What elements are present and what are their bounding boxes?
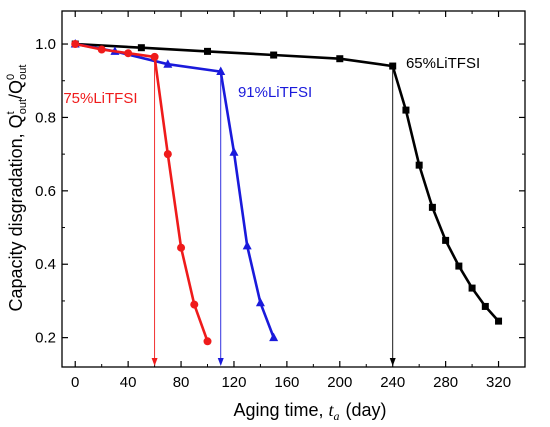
y-axis-title: Capacity disgradation, Qtout/Q0out <box>5 65 29 312</box>
x-tick-label: 240 <box>380 374 405 391</box>
plot-area <box>61 10 526 368</box>
data-point <box>124 49 133 58</box>
x-tick-label: 80 <box>173 374 190 391</box>
drop-arrow-head <box>389 358 396 366</box>
x-tick-label: 320 <box>486 374 511 391</box>
data-point <box>468 284 476 292</box>
data-point <box>190 300 199 309</box>
y-tick-label: 0.4 <box>35 256 56 273</box>
y-tick-label: 0.6 <box>35 183 56 200</box>
data-point <box>163 150 172 159</box>
data-point <box>150 52 159 61</box>
series-labels: 65%LiTFSI 91%LiTFSI 75%LiTFSI <box>63 55 480 107</box>
data-point <box>495 317 503 325</box>
series-line <box>75 42 500 322</box>
x-tick-label: 160 <box>274 374 299 391</box>
x-tick-label: 280 <box>433 374 458 391</box>
data-point <box>415 161 423 169</box>
series-label: 65%LiTFSI <box>406 55 480 72</box>
data-point <box>442 236 450 244</box>
data-point <box>97 45 106 54</box>
x-tick-label: 200 <box>327 374 352 391</box>
data-point <box>481 302 489 310</box>
data-point <box>229 147 239 156</box>
y-tick-label: 0.8 <box>35 109 56 126</box>
series-group <box>70 39 503 346</box>
data-point <box>216 66 226 76</box>
data-point <box>402 106 410 114</box>
data-point <box>428 203 436 211</box>
data-point <box>389 62 397 70</box>
drop-arrow-head <box>151 358 158 366</box>
series-label: 91%LiTFSI <box>238 84 312 101</box>
data-point <box>242 240 252 250</box>
data-point <box>336 55 344 63</box>
drop-arrows <box>151 56 396 366</box>
data-point <box>203 337 212 346</box>
data-point <box>163 59 173 68</box>
data-point <box>177 243 186 252</box>
y-tick-label: 0.2 <box>35 330 56 347</box>
series-0 <box>71 40 503 325</box>
series-line <box>74 42 209 342</box>
x-tick-label: 0 <box>71 374 79 391</box>
data-point <box>255 297 265 307</box>
y-tick-label: 1.0 <box>35 36 56 53</box>
data-point <box>269 332 279 342</box>
data-point <box>455 262 463 270</box>
drop-arrow-head <box>217 358 224 366</box>
data-point <box>270 51 278 59</box>
data-point <box>71 40 80 49</box>
x-tick-label: 120 <box>221 374 246 391</box>
x-axis-title: Aging time, ta (day) <box>233 400 386 423</box>
data-point <box>137 44 145 52</box>
plot-frame <box>61 10 526 368</box>
series-label: 75%LiTFSI <box>63 90 137 107</box>
x-tick-label: 40 <box>120 374 137 391</box>
series-2 <box>71 40 212 346</box>
data-point <box>204 47 212 55</box>
